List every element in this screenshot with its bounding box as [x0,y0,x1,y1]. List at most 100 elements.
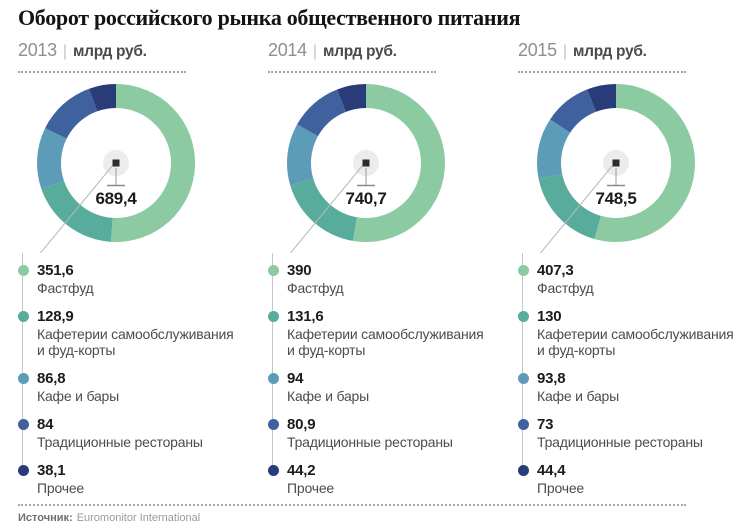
unit-label: млрд руб. [73,43,147,60]
chart-columns: 2013 | млрд руб. 689,4 351,6 Фастфуд 128,9… [0,40,750,496]
total-value: 748,5 [595,189,636,208]
legend-item: 38,1 Прочее [18,462,268,496]
donut-chart-2013: 689,4 [36,83,196,253]
legend-item: 130 Кафетерии самообслуживания и фуд-корт… [518,308,750,358]
legend-dot-icon [268,373,279,384]
legend-item: 80,9 Традиционные рестораны [268,416,518,450]
legend-label: Традиционные рестораны [537,434,703,450]
legend-value: 351,6 [37,262,74,279]
legend-item: 131,6 Кафетерии самообслуживания и фуд-ко… [268,308,518,358]
legend-item: 94 Кафе и бары [268,370,518,404]
donut-slice-2 [287,124,318,186]
legend-dot-icon [518,265,529,276]
legend-item: 84 Традиционные рестораны [18,416,268,450]
legend-label: Традиционные рестораны [37,434,203,450]
donut-slice-2 [537,119,571,179]
unit-label: млрд руб. [573,43,647,60]
legend-label: Фастфуд [287,280,344,296]
legend-value: 131,6 [287,308,324,325]
source-note: Источник: Euromonitor International [18,504,686,524]
legend-2013: 351,6 Фастфуд 128,9 Кафетерии самообслужива… [18,253,268,496]
legend-value: 38,1 [37,462,66,479]
unit-label: млрд руб. [323,43,397,60]
legend-label: Прочее [287,480,334,496]
donut-slice-0 [352,84,445,242]
year-label: 2013 [18,40,57,60]
legend-value: 390 [287,262,312,279]
legend-label: Традиционные рестораны [287,434,453,450]
legend-connector-line [290,164,364,253]
header-divider: | [312,43,317,60]
legend-label: Кафе и бары [37,388,119,404]
legend-item: 93,8 Кафе и бары [518,370,750,404]
legend-dot-icon [518,465,529,476]
total-value: 689,4 [95,189,137,208]
donut-chart-2015: 748,5 [537,84,695,253]
donut-slice-4 [337,84,366,112]
header-separator [268,71,436,73]
legend-value: 94 [287,370,304,387]
legend-label: Фастфуд [537,280,594,296]
chart-header-2013: 2013 | млрд руб. [18,40,268,64]
header-divider: | [62,43,67,60]
legend-item: 44,2 Прочее [268,462,518,496]
legend-dot-icon [18,465,29,476]
header-divider: | [562,43,567,60]
total-value: 740,7 [345,189,386,208]
chart-header-2014: 2014 | млрд руб. [268,40,518,64]
donut-slice-1 [538,174,601,239]
legend-dot-icon [518,311,529,322]
donut-slice-1 [290,178,357,241]
donut-slice-1 [41,180,113,242]
header-separator [18,71,186,73]
legend-dot-icon [268,465,279,476]
donut-slice-4 [89,84,116,112]
year-label: 2014 [268,40,307,60]
chart-header-2015: 2015 | млрд руб. [518,40,750,64]
source-label: Источник: [18,512,73,524]
legend-2015: 407,3 Фастфуд 130 Кафетерии самообслуживани… [518,253,750,496]
legend-dot-icon [18,419,29,430]
legend-label: Кафетерии самообслуживания и фуд-корты [537,326,734,358]
year-label: 2015 [518,40,557,60]
legend-item: 407,3 Фастфуд [518,262,750,296]
page-title: Оборот российского рынка общественного п… [18,5,521,30]
legend-value: 128,9 [37,308,74,325]
legend-value: 407,3 [537,262,574,279]
legend-value: 44,2 [287,462,316,479]
donut-slice-3 [45,88,98,139]
legend-value: 80,9 [287,416,316,433]
legend-connector-line [540,164,614,253]
legend-item: 73 Традиционные рестораны [518,416,750,450]
legend-label: Прочее [537,480,584,496]
legend-dot-icon [268,265,279,276]
center-marker-icon [112,159,120,167]
legend-dot-icon [268,311,279,322]
legend-item: 86,8 Кафе и бары [18,370,268,404]
donut-slice-3 [297,89,346,137]
legend-value: 130 [537,308,562,325]
center-marker-icon [362,159,370,167]
legend-dot-icon [18,373,29,384]
source-value: Euromonitor International [76,512,201,524]
donut-slice-3 [550,89,596,133]
legend-item: 390 Фастфуд [268,262,518,296]
legend-dot-icon [268,419,279,430]
legend-dot-icon [518,419,529,430]
legend-item: 44,4 Прочее [518,462,750,496]
legend-label: Прочее [37,480,84,496]
legend-label: Фастфуд [37,280,94,296]
legend-value: 44,4 [537,462,566,479]
legend-label: Кафе и бары [287,388,369,404]
chart-column-2015: 2015 | млрд руб. 748,5 407,3 Фастфуд 130 Ка… [518,40,750,496]
legend-connector-line [40,164,114,253]
legend-item: 351,6 Фастфуд [18,262,268,296]
legend-value: 86,8 [37,370,66,387]
legend-value: 73 [537,416,554,433]
legend-dot-icon [18,311,29,322]
legend-label: Кафетерии самообслуживания и фуд-корты [287,326,484,358]
donut-slice-0 [594,84,695,242]
chart-column-2014: 2014 | млрд руб. 740,7 390 Фастфуд 131,6 Ка… [268,40,518,496]
legend-2014: 390 Фастфуд 131,6 Кафетерии самообслуживани… [268,253,518,496]
